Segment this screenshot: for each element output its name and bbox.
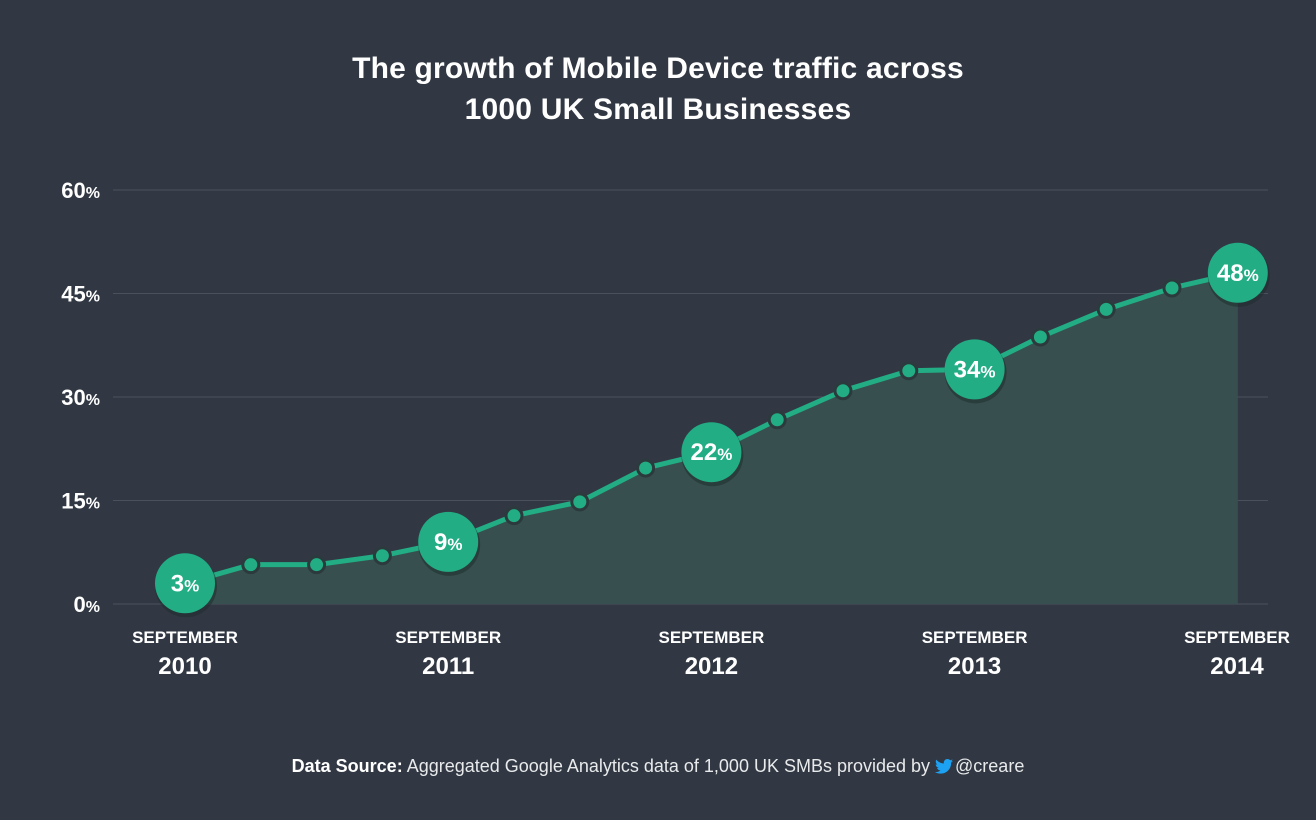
- footer-label: Data Source:: [291, 756, 403, 776]
- data-point-11: [899, 361, 919, 381]
- twitter-bird-icon[interactable]: [935, 758, 954, 779]
- data-point-9: [767, 410, 787, 430]
- chart-title: The growth of Mobile Device traffic acro…: [0, 48, 1316, 130]
- x-tick-month-2013: SEPTEMBER: [922, 628, 1028, 647]
- data-point-2: [307, 555, 327, 575]
- x-tick-year-2013: 2013: [948, 653, 1001, 680]
- data-point-15: [1162, 278, 1182, 298]
- area-fill-layer: [185, 272, 1238, 604]
- x-tick-year-2011: 2011: [422, 653, 474, 680]
- data-point-13: [1030, 327, 1050, 347]
- y-tick-label-15: 15%: [61, 489, 100, 514]
- y-axis-ticks: 0% 15% 30% 45% 60%: [61, 178, 100, 617]
- data-source-footer: Data Source: Aggregated Google Analytics…: [0, 756, 1316, 779]
- data-badge-4: [418, 511, 479, 572]
- y-tick-label-60: 60%: [61, 178, 100, 203]
- x-tick-month-2011: SEPTEMBER: [395, 628, 501, 647]
- data-badge-16: [1207, 242, 1268, 303]
- x-tick-year-2014: 2014: [1210, 653, 1264, 680]
- x-axis-ticks: SEPTEMBER 2010 SEPTEMBER 2011 SEPTEMBER 2012 S…: [132, 628, 1290, 680]
- y-tick-label-45: 45%: [61, 282, 100, 307]
- data-point-14: [1096, 299, 1116, 319]
- data-points-layer: 3%9%22%34%48%: [155, 242, 1270, 618]
- footer-text: Aggregated Google Analytics data of 1,00…: [402, 756, 936, 776]
- x-tick-month-2014: SEPTEMBER: [1184, 628, 1290, 647]
- chart-title-line2: 1000 UK Small Businesses: [464, 93, 852, 126]
- y-tick-label-30: 30%: [61, 385, 100, 410]
- area-fill: [185, 272, 1238, 604]
- x-tick-year-2010: 2010: [158, 653, 211, 680]
- data-badge-8: [681, 422, 742, 483]
- data-point-6: [570, 492, 590, 512]
- data-point-1: [241, 555, 261, 575]
- data-badge-0: [155, 553, 215, 614]
- data-point-10: [833, 381, 853, 401]
- chart-title-line1: The growth of Mobile Device traffic acro…: [352, 52, 964, 85]
- x-tick-month-2010: SEPTEMBER: [132, 628, 238, 647]
- twitter-handle-link[interactable]: @creare: [955, 756, 1025, 776]
- y-tick-label-0: 0%: [74, 592, 100, 617]
- data-badge-12: [944, 339, 1005, 400]
- x-tick-year-2012: 2012: [685, 653, 738, 680]
- data-point-3: [372, 546, 392, 566]
- x-tick-month-2012: SEPTEMBER: [659, 628, 765, 647]
- data-point-7: [636, 458, 656, 478]
- data-point-5: [504, 506, 524, 526]
